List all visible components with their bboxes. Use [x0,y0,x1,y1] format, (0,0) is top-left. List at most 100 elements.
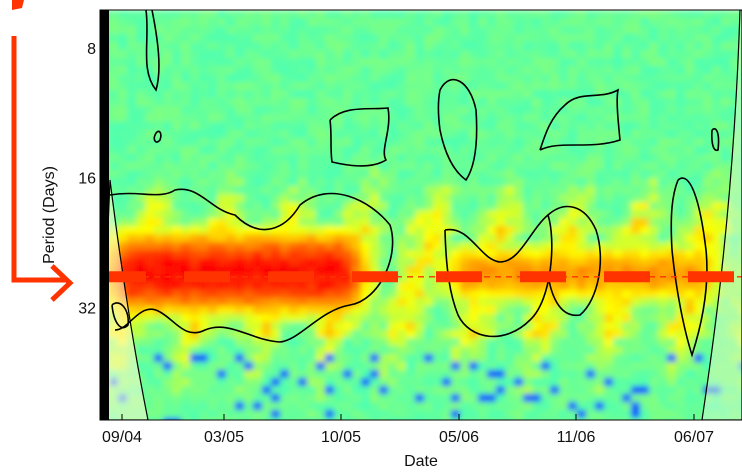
heatmap-cell [487,250,497,259]
heatmap-cell [415,74,425,83]
heatmap-cell [703,290,713,299]
heatmap-cell [451,378,461,387]
heatmap-cell [541,290,551,299]
heatmap-cell [505,50,515,59]
heatmap-cell [532,10,542,19]
heatmap-cell [622,194,632,203]
heatmap-cell [514,290,524,299]
heatmap-cell [199,154,209,163]
heatmap-cell [262,18,272,27]
heatmap-cell [397,242,407,251]
heatmap-cell [721,106,731,115]
heatmap-cell [577,370,587,379]
heatmap-cell [559,234,569,243]
heatmap-cell [235,218,245,227]
heatmap-cell [163,282,173,291]
heatmap-cell [172,82,182,91]
heatmap-cell [343,282,353,291]
heatmap-cell [190,138,200,147]
heatmap-cell [397,26,407,35]
heatmap-cell [262,170,272,179]
heatmap-cell [541,186,551,195]
heatmap-cell [307,394,317,403]
heatmap-cell [568,146,578,155]
heatmap-cell [163,74,173,83]
heatmap-cell [532,250,542,259]
heatmap-cell [532,354,542,363]
heatmap-cell [550,122,560,131]
heatmap-cell [244,10,254,19]
heatmap-cell [208,146,218,155]
heatmap-cell [658,154,668,163]
heatmap-cell [712,90,722,99]
heatmap-cell [694,370,704,379]
heatmap-cell [163,34,173,43]
heatmap-cell [514,314,524,323]
heatmap-cell [289,74,299,83]
heatmap-cell [550,394,560,403]
heatmap-cell [568,370,578,379]
heatmap-cell [640,194,650,203]
heatmap-cell [487,18,497,27]
heatmap-cell [181,242,191,251]
heatmap-cell [379,250,389,259]
heatmap-cell [406,298,416,307]
heatmap-cell [676,114,686,123]
heatmap-cell [703,298,713,307]
heatmap-cell [226,362,236,371]
heatmap-cell [541,266,551,275]
heatmap-cell [235,170,245,179]
heatmap-cell [109,162,119,171]
heatmap-cell [730,34,740,43]
heatmap-cell [208,242,218,251]
heatmap-cell [172,418,182,420]
heatmap-cell [487,330,497,339]
heatmap-cell [370,130,380,139]
heatmap-cell [172,410,182,419]
heatmap-cell [370,50,380,59]
heatmap-cell [487,66,497,75]
heatmap-cell [478,106,488,115]
heatmap-cell [505,98,515,107]
heatmap-cell [217,290,227,299]
heatmap-cell [613,282,623,291]
cone-right-edge [701,10,742,420]
heatmap-cell [280,282,290,291]
heatmap-cell [136,66,146,75]
heatmap-cell [208,74,218,83]
heatmap-cell [361,378,371,387]
heatmap-cell [298,346,308,355]
heatmap-cell [487,82,497,91]
heatmap-cell [181,154,191,163]
heatmap-cell [577,74,587,83]
heatmap-cell [136,362,146,371]
heatmap-cell [577,90,587,99]
heatmap-cell [145,418,155,420]
heatmap-cell [343,378,353,387]
heatmap-cell [172,234,182,243]
heatmap-cell [568,58,578,67]
heatmap-cell [451,298,461,307]
heatmap-cell [163,50,173,59]
heatmap-cell [226,354,236,363]
heatmap-cell [244,322,254,331]
heatmap-cell [388,50,398,59]
heatmap-cell [658,370,668,379]
heatmap-cell [568,82,578,91]
heatmap-cell [559,106,569,115]
heatmap-cell [658,394,668,403]
heatmap-cell [523,186,533,195]
heatmap-cell [649,386,659,395]
heatmap-cell [145,410,155,419]
heatmap-cell [244,258,254,267]
heatmap-cell [217,122,227,131]
heatmap-cell [163,66,173,75]
heatmap-cell [451,370,461,379]
heatmap-cell [532,42,542,51]
heatmap-cell [406,362,416,371]
heatmap-cell [343,66,353,75]
heatmap-cell [271,122,281,131]
heatmap-cell [577,362,587,371]
heatmap-cell [631,346,641,355]
heatmap-cell [226,394,236,403]
